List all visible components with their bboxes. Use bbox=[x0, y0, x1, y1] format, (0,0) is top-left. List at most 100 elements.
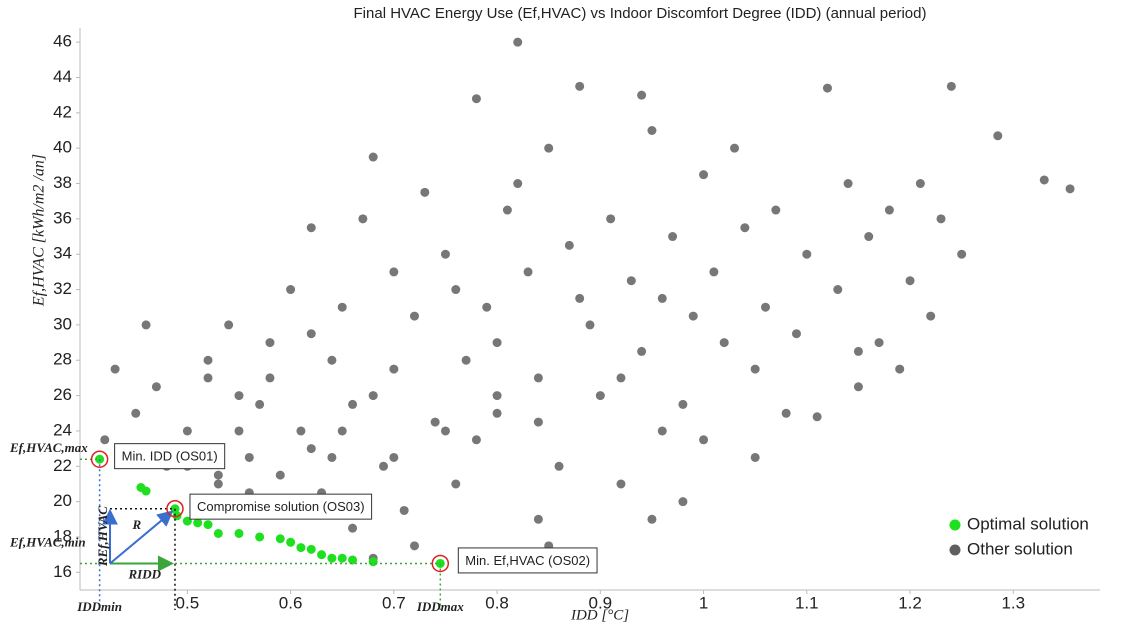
annotation: Min. IDD (OS01) bbox=[122, 449, 218, 464]
point bbox=[286, 537, 296, 547]
point bbox=[853, 346, 863, 356]
point bbox=[884, 205, 894, 215]
point bbox=[409, 311, 419, 321]
point bbox=[213, 479, 223, 489]
point bbox=[946, 81, 956, 91]
point bbox=[812, 412, 822, 422]
point bbox=[668, 232, 678, 242]
point bbox=[420, 187, 430, 197]
point bbox=[296, 426, 306, 436]
arrow bbox=[109, 510, 174, 565]
point bbox=[213, 528, 223, 538]
x-tick-label: 0.8 bbox=[485, 593, 509, 612]
legend-label: Other solution bbox=[967, 539, 1073, 558]
y-tick-label: 32 bbox=[53, 279, 72, 298]
point bbox=[471, 94, 481, 104]
point bbox=[275, 470, 285, 480]
point bbox=[389, 364, 399, 374]
point bbox=[926, 311, 936, 321]
point bbox=[317, 550, 327, 560]
point bbox=[358, 214, 368, 224]
point bbox=[678, 497, 688, 507]
point bbox=[399, 505, 409, 515]
annotation: R bbox=[131, 517, 141, 532]
x-tick-label: 0.9 bbox=[589, 593, 613, 612]
x-tick-label: 1.2 bbox=[898, 593, 922, 612]
point bbox=[100, 435, 110, 445]
y-tick-label: 20 bbox=[53, 491, 72, 510]
point bbox=[1065, 184, 1075, 194]
point bbox=[265, 338, 275, 348]
annotation: REf,HVAC bbox=[95, 506, 110, 567]
annotation: Ef,HVAC,max bbox=[9, 440, 88, 455]
y-tick-label: 40 bbox=[53, 138, 72, 157]
point bbox=[781, 408, 791, 418]
point bbox=[533, 373, 543, 383]
point bbox=[833, 285, 843, 295]
point bbox=[637, 346, 647, 356]
point bbox=[564, 240, 574, 250]
point bbox=[337, 553, 347, 563]
point bbox=[740, 223, 750, 233]
point bbox=[430, 417, 440, 427]
point bbox=[275, 534, 285, 544]
point bbox=[492, 391, 502, 401]
y-tick-label: 24 bbox=[53, 420, 72, 439]
point bbox=[657, 426, 667, 436]
point bbox=[327, 553, 337, 563]
x-tick-label: 1.3 bbox=[1001, 593, 1025, 612]
point bbox=[575, 81, 585, 91]
y-tick-label: 26 bbox=[53, 385, 72, 404]
point bbox=[244, 452, 254, 462]
point bbox=[379, 461, 389, 471]
point bbox=[203, 355, 213, 365]
y-tick-label: 44 bbox=[53, 67, 72, 86]
x-tick-label: 1 bbox=[699, 593, 708, 612]
legend-marker bbox=[949, 519, 961, 531]
x-axis-label: IDD [°C] bbox=[570, 607, 629, 623]
point bbox=[306, 223, 316, 233]
point bbox=[213, 470, 223, 480]
highlight-ring bbox=[166, 499, 184, 518]
point bbox=[348, 523, 358, 533]
point bbox=[461, 355, 471, 365]
point bbox=[234, 426, 244, 436]
point bbox=[502, 205, 512, 215]
point bbox=[554, 461, 564, 471]
y-tick-label: 36 bbox=[53, 208, 72, 227]
point bbox=[513, 179, 523, 189]
point bbox=[595, 391, 605, 401]
point bbox=[750, 364, 760, 374]
point bbox=[657, 293, 667, 303]
y-tick-label: 34 bbox=[53, 244, 72, 263]
point bbox=[874, 338, 884, 348]
point bbox=[585, 320, 595, 330]
point bbox=[647, 126, 657, 136]
point bbox=[853, 382, 863, 392]
point bbox=[533, 417, 543, 427]
y-axis-label: Ef,HVAC [kWh/m2 /an] bbox=[31, 154, 48, 307]
point bbox=[440, 249, 450, 259]
point bbox=[864, 232, 874, 242]
point bbox=[730, 143, 740, 153]
point bbox=[451, 285, 461, 295]
point bbox=[575, 293, 585, 303]
point bbox=[348, 555, 358, 565]
point bbox=[688, 311, 698, 321]
point bbox=[492, 338, 502, 348]
point bbox=[791, 329, 801, 339]
point bbox=[234, 391, 244, 401]
annotation: Min. Ef,HVAC (OS02) bbox=[465, 553, 590, 568]
point bbox=[647, 514, 657, 524]
point bbox=[936, 214, 946, 224]
x-tick-label: 1.1 bbox=[795, 593, 819, 612]
point bbox=[771, 205, 781, 215]
point bbox=[337, 426, 347, 436]
point bbox=[255, 532, 265, 542]
legend-marker bbox=[949, 544, 961, 556]
chart-title: Final HVAC Energy Use (Ef,HVAC) vs Indoo… bbox=[354, 5, 927, 22]
x-tick-label: 0.6 bbox=[279, 593, 303, 612]
point bbox=[678, 399, 688, 409]
point bbox=[337, 302, 347, 312]
